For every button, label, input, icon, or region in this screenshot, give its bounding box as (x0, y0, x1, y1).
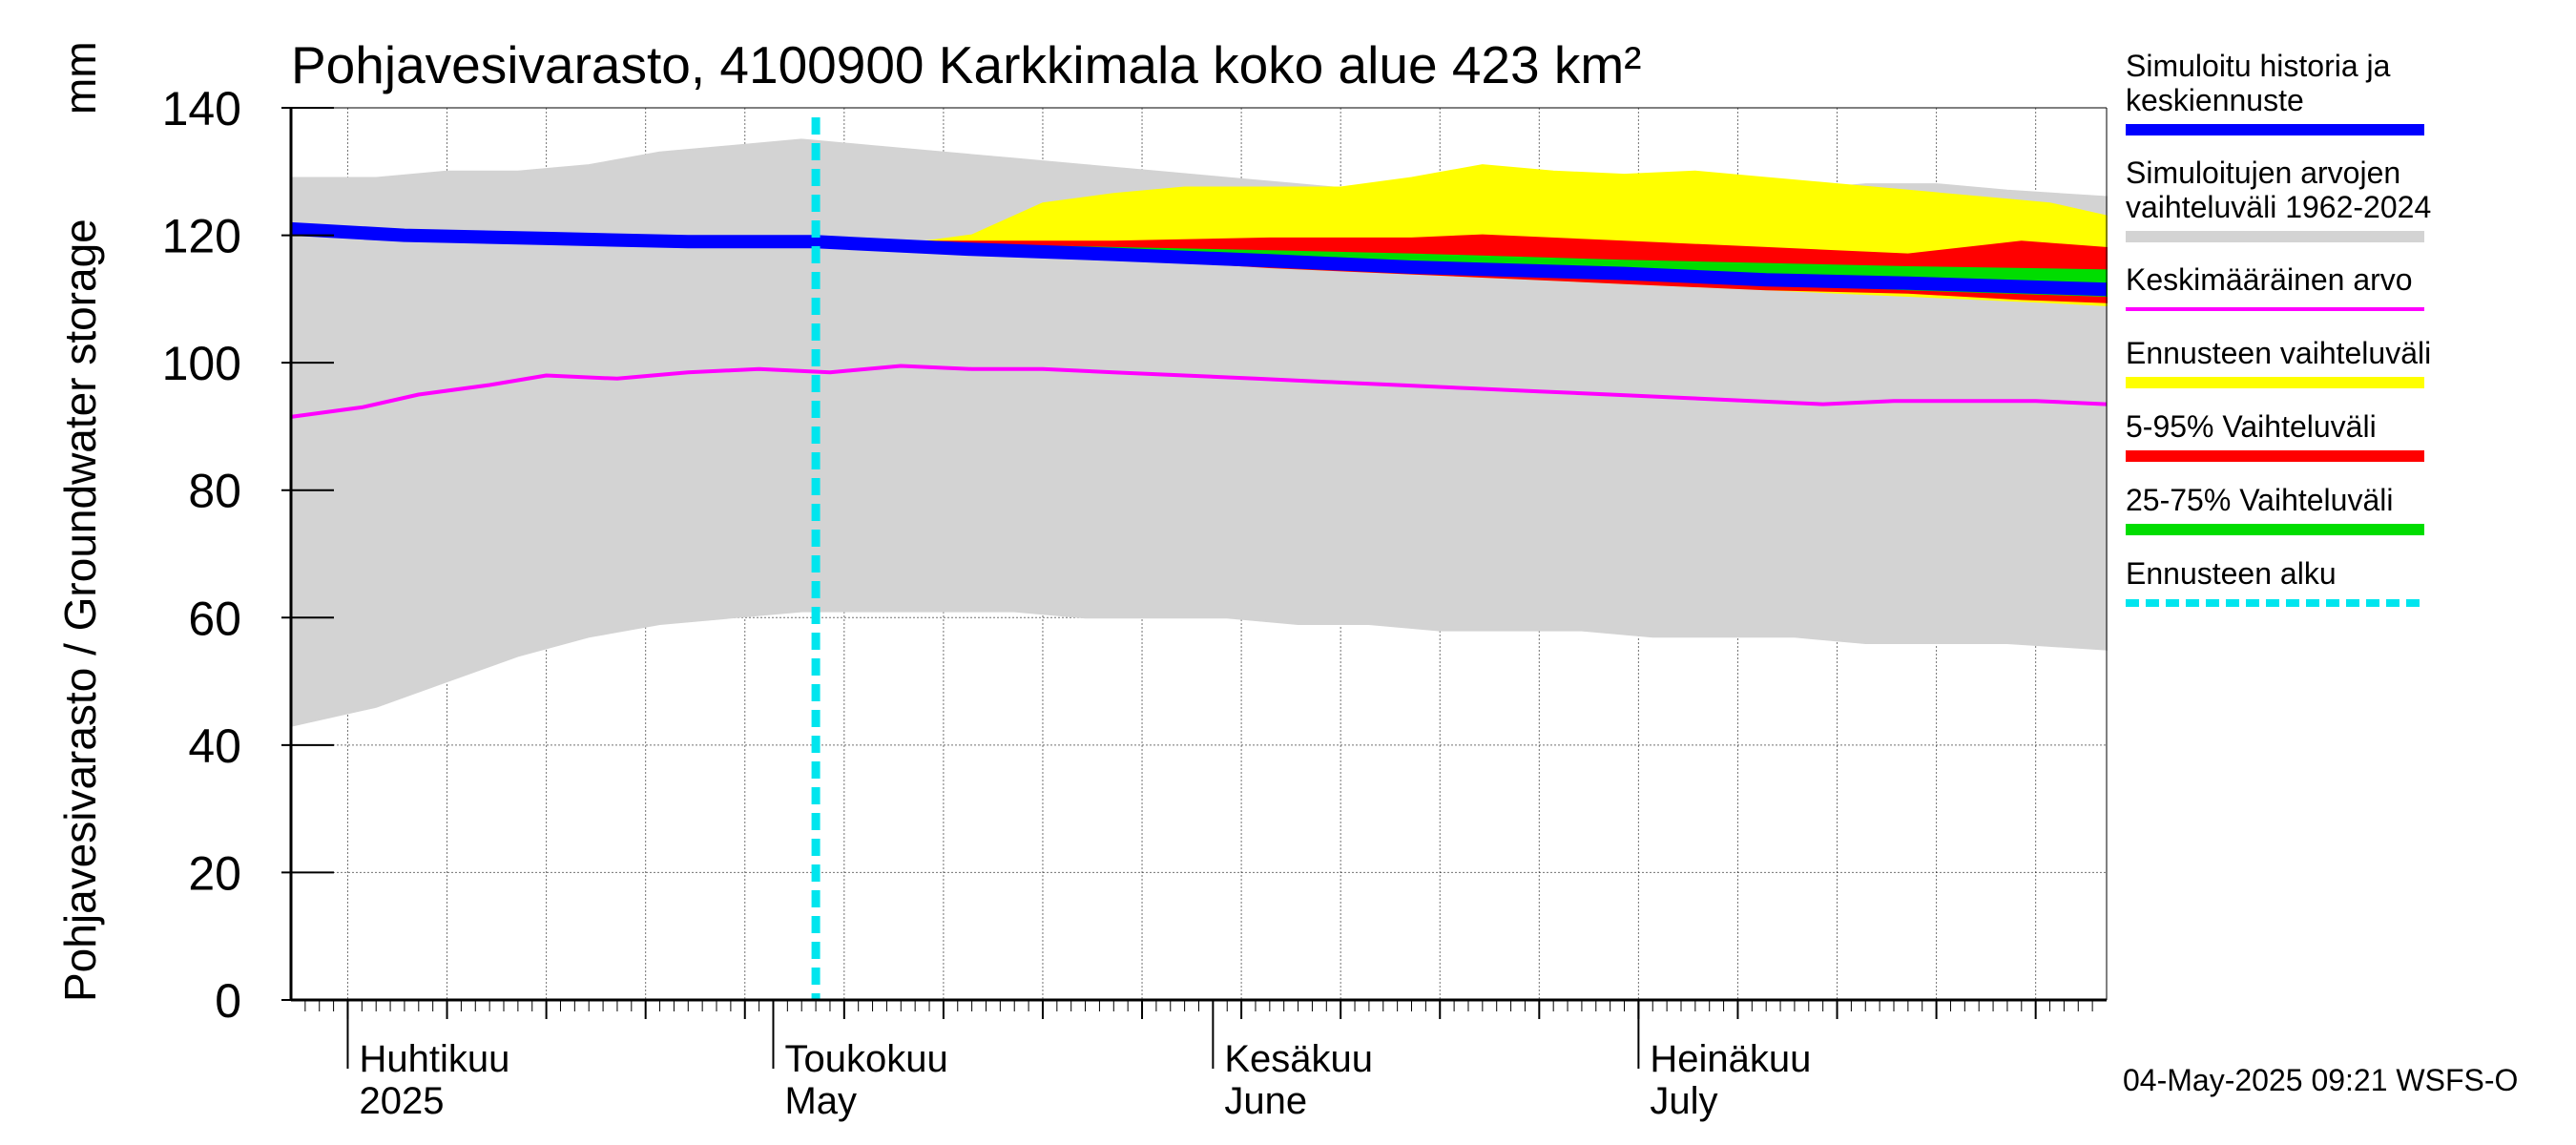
chart-title: Pohjavesivarasto, 4100900 Karkkimala kok… (291, 35, 1642, 94)
legend-label-2: Keskimääräinen arvo (2126, 262, 2413, 297)
x-month-label: Huhtikuu (359, 1038, 509, 1080)
legend-label-5: 25-75% Vaihteluväli (2126, 483, 2393, 517)
x-month-label: Heinäkuu (1650, 1038, 1811, 1080)
x-month-label: Kesäkuu (1224, 1038, 1373, 1080)
legend-label-1: Simuloitujen arvojen (2126, 156, 2400, 190)
lines-layer (290, 117, 2108, 1000)
legend-label-3: Ennusteen vaihteluväli (2126, 336, 2431, 370)
y-tick-label: 140 (162, 82, 241, 135)
series-line-1 (290, 364, 2108, 419)
y-tick-label: 40 (188, 719, 241, 773)
y-axis-unit: mm (55, 41, 105, 114)
timestamp-footer: 04-May-2025 09:21 WSFS-O (2123, 1063, 2518, 1097)
y-tick-label: 100 (162, 337, 241, 390)
legend-label-0: Simuloitu historia ja (2126, 49, 2391, 83)
x-month-sublabel: 2025 (359, 1080, 444, 1122)
x-month-label: Toukokuu (784, 1038, 947, 1080)
x-month-sublabel: May (784, 1080, 857, 1122)
legend-label-6: Ennusteen alku (2126, 556, 2337, 591)
series-line-0 (290, 221, 2108, 297)
y-tick-label: 80 (188, 465, 241, 518)
y-tick-label: 20 (188, 846, 241, 900)
legend-label-0: keskiennuste (2126, 83, 2304, 117)
y-tick-label: 60 (188, 592, 241, 645)
x-month-sublabel: July (1650, 1080, 1717, 1122)
x-month-sublabel: June (1224, 1080, 1307, 1122)
y-axis-label: Pohjavesivarasto / Groundwater storage (55, 219, 105, 1002)
legend-label-1: vaihteluväli 1962-2024 (2126, 190, 2431, 224)
legend-label-4: 5-95% Vaihteluväli (2126, 409, 2377, 444)
y-tick-label: 0 (215, 974, 241, 1028)
y-tick-label: 120 (162, 210, 241, 263)
